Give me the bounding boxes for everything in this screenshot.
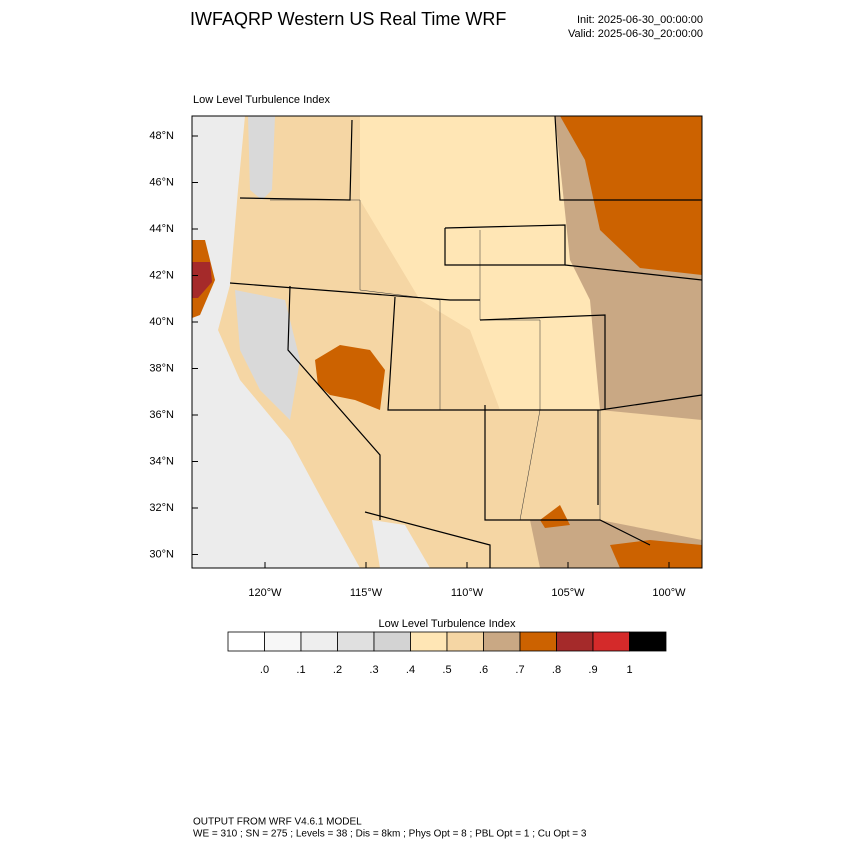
state-border [239, 119, 353, 201]
colorbar-label: .3 [369, 664, 378, 676]
colorbar-box [446, 631, 484, 652]
colorbar-box [556, 631, 594, 652]
colorbar-title: Low Level Turbulence Index [379, 618, 516, 630]
ocean [192, 116, 360, 568]
lon-label: 120°W [248, 587, 282, 599]
colorbar-box [264, 631, 302, 652]
footer-line: OUTPUT FROM WRF V4.6.1 MODEL [193, 817, 362, 828]
lat-label: 46°N [149, 176, 174, 188]
lat-label: 38°N [149, 362, 174, 374]
lon-label: 105°W [551, 587, 585, 599]
valid-time: Valid: 2025-06-30_20:00:00 [568, 28, 703, 40]
axis-ticks: 48°N 46°N 44°N 42°N 40°N 38°N 36°N 34°N 32°N 30°N… [149, 130, 686, 599]
state-border [479, 314, 606, 410]
county-lines [479, 230, 541, 521]
lat-label: 36°N [149, 409, 174, 421]
title: IWFAQRP Western US Real Time WRF [190, 9, 506, 29]
colorbar-box [629, 631, 667, 652]
state-border [484, 405, 651, 546]
gray-region [248, 116, 275, 200]
orange-region [540, 505, 570, 528]
map-subtitle: Low Level Turbulence Index [193, 94, 330, 106]
orange-region [315, 345, 385, 410]
colorbar: .0 .1 .2 .3 .4 .5 .6 .7 .8 .9 1 [227, 631, 667, 676]
lon-label: 115°W [350, 587, 383, 599]
colorbar-label: .8 [552, 664, 561, 676]
colorbar-label: .2 [333, 664, 342, 676]
colorbar-label: .0 [260, 664, 269, 676]
lat-label: 34°N [149, 455, 174, 467]
colorbar-box [373, 631, 411, 652]
state-border [364, 511, 491, 568]
colorbar-box [592, 631, 630, 652]
gulf [372, 520, 430, 568]
lat-label: 44°N [149, 223, 174, 235]
colorbar-label: 1 [626, 664, 632, 676]
map [192, 116, 702, 568]
state-border [229, 282, 480, 301]
colorbar-label: .6 [479, 664, 488, 676]
colorbar-label: .4 [406, 664, 415, 676]
orange-region [560, 116, 702, 275]
state-border [387, 296, 702, 411]
state-border [564, 264, 702, 281]
lat-label: 42°N [149, 269, 174, 281]
colorbar-label: .9 [588, 664, 597, 676]
colorbar-box [300, 631, 338, 652]
colorbar-box [337, 631, 375, 652]
colorbar-box [227, 631, 265, 652]
colorbar-box [410, 631, 448, 652]
state-border [287, 285, 381, 520]
lat-label: 30°N [149, 548, 174, 560]
lat-label: 40°N [149, 316, 174, 328]
lon-label: 110°W [451, 587, 484, 599]
gray-region [235, 290, 300, 420]
colorbar-label: .7 [515, 664, 524, 676]
colorbar-box [483, 631, 521, 652]
lat-label: 48°N [149, 130, 174, 142]
lon-label: 100°W [652, 587, 686, 599]
footer-line: WE = 310 ; SN = 275 ; Levels = 38 ; Dis … [193, 829, 587, 840]
colorbar-box [519, 631, 557, 652]
lat-label: 32°N [149, 502, 174, 514]
state-border [554, 116, 702, 201]
red-region [192, 262, 212, 298]
colorbar-label: .1 [296, 664, 305, 676]
orange-region [610, 540, 702, 568]
colorbar-label: .5 [442, 664, 451, 676]
map-frame [191, 115, 703, 569]
init-time: Init: 2025-06-30_00:00:00 [577, 14, 703, 26]
